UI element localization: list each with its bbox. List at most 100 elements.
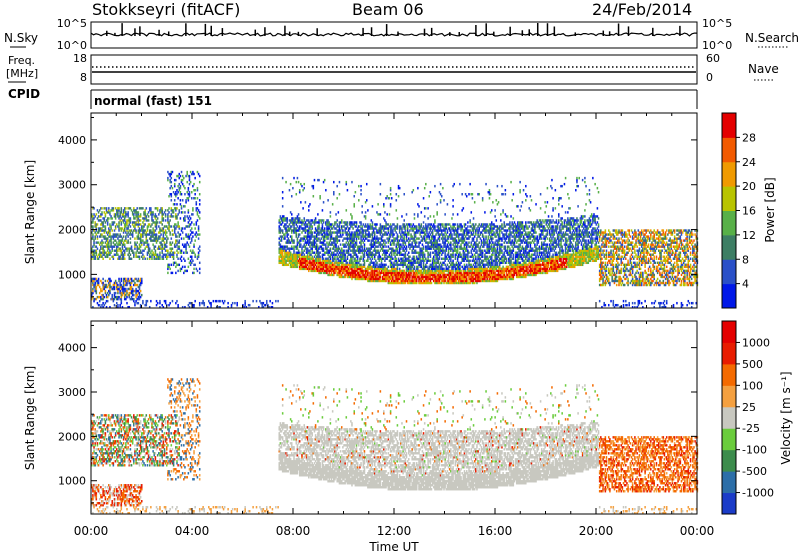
power-cell — [100, 247, 102, 250]
power-cell — [153, 215, 156, 218]
power-cell — [194, 239, 196, 242]
power-cell — [281, 191, 284, 194]
power-cell — [125, 287, 127, 291]
power-cell — [98, 215, 101, 218]
power-cell — [98, 299, 101, 303]
power-cell — [355, 243, 358, 246]
power-cell — [346, 269, 349, 273]
power-cell — [361, 247, 363, 250]
power-cell — [104, 291, 107, 295]
power-cell — [285, 259, 287, 263]
power-cell — [386, 273, 388, 277]
power-cell — [353, 267, 356, 271]
power-cell — [305, 267, 308, 271]
power-cell — [323, 263, 326, 267]
power-cell — [296, 245, 299, 248]
power-cell — [304, 221, 307, 224]
power-cell — [96, 223, 99, 226]
power-cell — [351, 215, 353, 218]
power-cell — [170, 263, 173, 267]
power-cell — [292, 255, 294, 258]
power-cell — [171, 271, 174, 275]
power-cell — [130, 289, 133, 293]
power-cell — [378, 229, 381, 232]
power-cell — [178, 211, 181, 214]
power-cell — [390, 231, 393, 234]
power-cell — [343, 237, 345, 240]
power-cell — [319, 245, 321, 248]
power-cell — [352, 237, 354, 240]
power-cell — [158, 237, 160, 240]
power-cell — [345, 245, 348, 248]
power-cell — [185, 199, 187, 202]
power-cell — [343, 249, 345, 252]
power-cell — [363, 239, 366, 242]
power-cell — [110, 237, 112, 240]
power-cell — [278, 251, 281, 254]
power-cell — [362, 233, 365, 236]
power-cell — [159, 235, 161, 238]
power-cell — [293, 253, 295, 256]
power-cell — [303, 267, 306, 271]
power-cell — [365, 229, 368, 232]
power-cell — [301, 231, 303, 234]
power-cell — [288, 261, 291, 265]
power-cell — [119, 211, 121, 214]
power-cell — [381, 233, 384, 236]
power-cell — [171, 241, 174, 244]
power-cell — [193, 188, 195, 192]
power-cell — [462, 207, 465, 210]
power-cell — [138, 223, 141, 226]
power-cell — [95, 291, 98, 295]
power-cell — [385, 221, 387, 224]
power-cell — [284, 223, 286, 226]
power-cell — [385, 233, 387, 236]
power-cell — [126, 301, 128, 305]
power-cell — [387, 273, 390, 277]
power-cell — [344, 237, 346, 240]
power-cell — [92, 287, 94, 291]
power-cell — [112, 297, 115, 301]
power-cell — [95, 253, 98, 256]
power-cell — [150, 231, 152, 234]
power-cell — [147, 223, 150, 226]
power-cell — [314, 237, 317, 240]
power-cell — [97, 219, 100, 222]
power-cell — [188, 219, 191, 222]
power-cell — [310, 229, 312, 232]
power-cell — [188, 305, 191, 309]
power-cell — [290, 253, 293, 256]
power-cell — [381, 253, 384, 256]
power-cell — [284, 247, 286, 250]
power-cell — [121, 285, 124, 289]
power-cell — [300, 253, 302, 256]
power-cell — [128, 249, 131, 252]
power-cell — [336, 249, 338, 252]
power-cell — [294, 219, 296, 222]
power-cell — [100, 279, 102, 283]
power-cell — [290, 235, 293, 238]
power-cell — [387, 223, 390, 226]
power-cell — [121, 253, 124, 256]
power-cell — [144, 229, 146, 232]
power-cell — [142, 249, 144, 252]
power-cell — [162, 233, 165, 236]
power-cell — [334, 241, 336, 244]
power-cell — [91, 249, 93, 252]
power-cell — [287, 255, 290, 258]
power-cell — [303, 259, 306, 263]
power-cell — [98, 227, 101, 230]
power-cell — [354, 275, 357, 279]
power-cell — [119, 233, 121, 236]
power-cell — [192, 209, 194, 212]
power-cell — [368, 263, 370, 267]
power-cell — [355, 265, 358, 269]
power-cell — [380, 237, 383, 240]
power-cell — [298, 217, 301, 220]
power-cell — [305, 241, 308, 244]
power-cell — [173, 199, 176, 202]
power-cell — [334, 257, 336, 260]
power-cell — [390, 247, 393, 250]
power-cell — [413, 255, 416, 258]
power-cell — [339, 267, 342, 271]
